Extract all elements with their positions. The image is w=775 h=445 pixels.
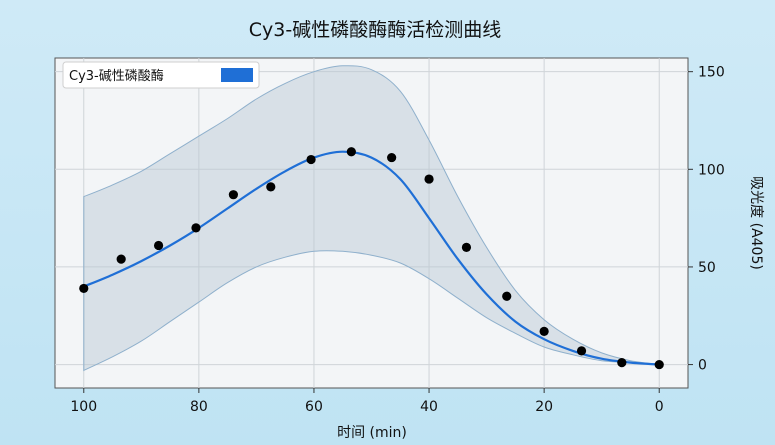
data-point bbox=[424, 174, 434, 184]
data-point bbox=[387, 152, 397, 163]
x-tick-label: 100 bbox=[70, 399, 97, 415]
data-points bbox=[79, 147, 664, 370]
y-tick-label: 150 bbox=[698, 65, 725, 81]
chart-title: Cy3-碱性磷酸酶酶活检测曲线 bbox=[249, 19, 501, 41]
legend-label: Cy3-碱性磷酸酶 bbox=[69, 68, 164, 84]
x-tick-labels: 100 80 60 40 20 0 bbox=[70, 388, 664, 415]
x-tick-label: 0 bbox=[655, 399, 664, 415]
y-tick-label: 0 bbox=[698, 358, 707, 374]
y-axis-label: 吸光度 (A405) bbox=[748, 176, 764, 270]
data-point bbox=[116, 254, 126, 264]
y-tick-label: 100 bbox=[698, 162, 725, 178]
legend-swatch bbox=[221, 68, 253, 82]
data-point bbox=[306, 154, 316, 165]
x-tick-label: 60 bbox=[305, 399, 323, 415]
data-point bbox=[502, 291, 512, 301]
y-tick-labels: 0 50 100 150 bbox=[688, 65, 725, 374]
fitted-line bbox=[83, 150, 660, 366]
data-point bbox=[576, 346, 587, 356]
data-point bbox=[191, 223, 201, 233]
legend-box bbox=[62, 61, 260, 89]
data-point bbox=[266, 182, 276, 192]
x-axis-label: 时间 (min) bbox=[337, 425, 407, 441]
data-point bbox=[654, 359, 664, 370]
data-point bbox=[461, 242, 472, 253]
y-tick-label: 50 bbox=[698, 260, 716, 276]
data-point bbox=[228, 190, 238, 200]
data-point bbox=[346, 147, 356, 157]
plot-area bbox=[54, 57, 689, 389]
data-point bbox=[153, 240, 164, 251]
x-tick-label: 40 bbox=[420, 399, 438, 415]
data-point bbox=[617, 358, 627, 368]
data-point bbox=[79, 283, 89, 294]
data-point bbox=[539, 326, 549, 336]
x-tick-label: 20 bbox=[535, 399, 553, 415]
legend: Cy3-碱性磷酸酶 bbox=[62, 61, 260, 89]
x-tick-label: 80 bbox=[190, 399, 208, 415]
